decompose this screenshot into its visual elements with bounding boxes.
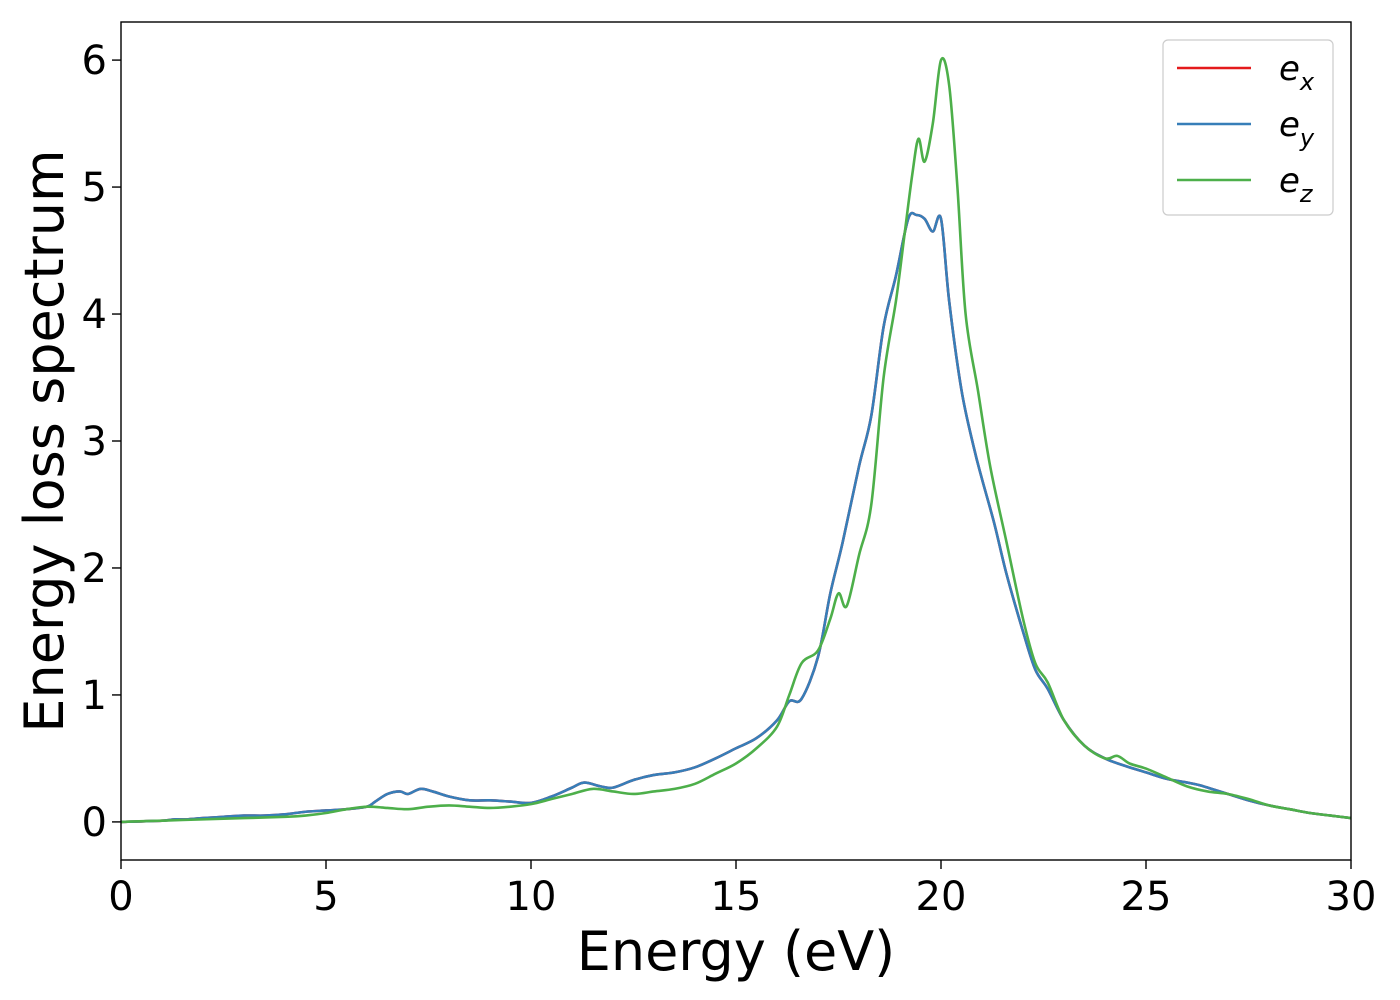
x-tick-label: 15	[711, 874, 762, 920]
y-tick-label: 6	[82, 38, 107, 84]
x-tick-label: 30	[1326, 874, 1377, 920]
y-tick-label: 2	[82, 546, 107, 592]
y-tick-label: 4	[82, 292, 107, 338]
y-tick-label: 0	[82, 800, 107, 846]
y-tick-label: 3	[82, 419, 107, 465]
legend-label-base: e	[1279, 105, 1300, 145]
y-tick-label: 1	[82, 673, 107, 719]
y-axis: 0 1 2 3 4 5 6	[82, 38, 121, 846]
series-line-y	[121, 213, 1351, 822]
legend-label-base: e	[1279, 49, 1300, 89]
x-tick-label: 20	[916, 874, 967, 920]
energy-loss-chart: 0 5 10 15 20 25 30 0 1 2 3 4 5 6 Energy (eV) Energy …	[0, 0, 1400, 1000]
x-tick-label: 0	[108, 874, 133, 920]
series-line-x	[121, 213, 1351, 822]
x-tick-label: 5	[313, 874, 338, 920]
x-axis-title: Energy (eV)	[577, 920, 896, 983]
legend-label-subscript: z	[1299, 180, 1314, 208]
y-axis-title: Energy loss spectrum	[13, 149, 76, 732]
y-tick-label: 5	[82, 165, 107, 211]
legend-label-subscript: y	[1299, 124, 1315, 152]
x-tick-label: 25	[1121, 874, 1172, 920]
legend-label-subscript: x	[1299, 68, 1315, 96]
x-tick-label: 10	[506, 874, 557, 920]
legend-label-base: e	[1279, 161, 1300, 201]
x-axis: 0 5 10 15 20 25 30	[108, 860, 1376, 920]
